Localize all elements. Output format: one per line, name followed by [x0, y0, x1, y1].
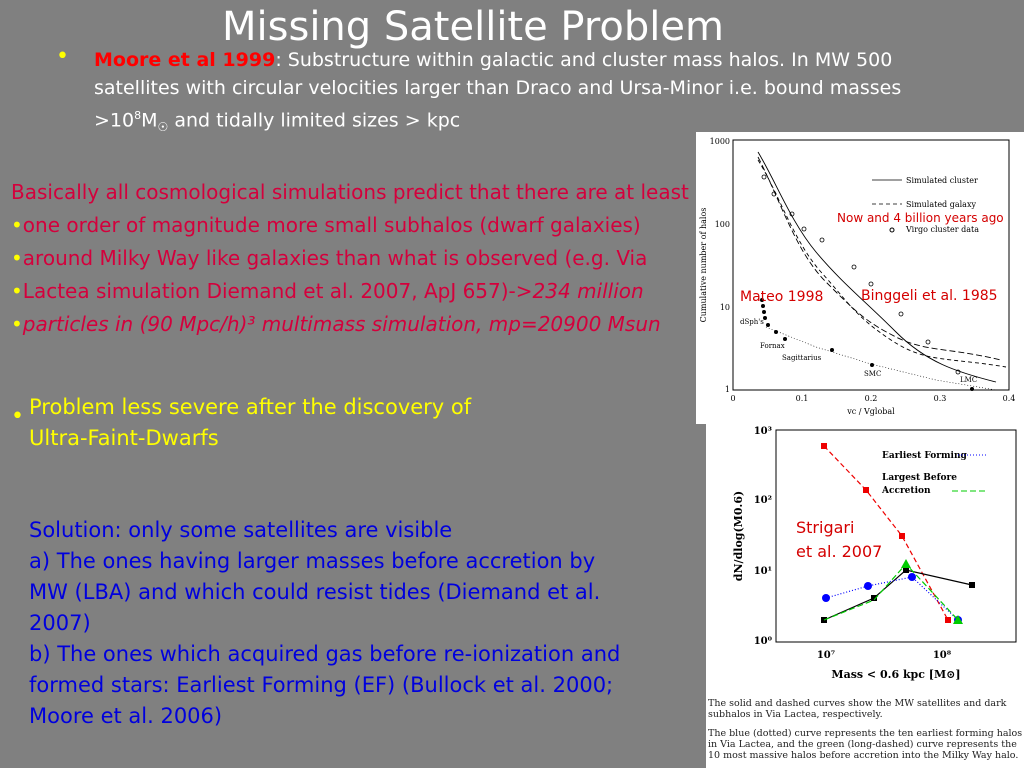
mw-satellite-points [821, 567, 975, 623]
plot-frame [775, 429, 1017, 643]
bullet-moore: Moore et al 1999: Substructure within ga… [58, 46, 928, 141]
mass-unit: M [141, 109, 158, 132]
legend-simulated-cluster: Simulated cluster [906, 176, 978, 185]
figure-cumulative-halos: 1000 100 10 1 0 0.1 0.2 0.3 0.4 vc / Vgl… [696, 132, 1024, 424]
overlay-strigari-line2: et al. 2007 [796, 542, 883, 561]
moore-citation: Moore et al 1999 [94, 49, 276, 71]
virgo-data-points [761, 174, 961, 375]
legend-virgo-marker [889, 227, 895, 233]
blue-line-6: formed stars: Earliest Forming (EF) (Bul… [29, 673, 614, 697]
figure-caption-2: The blue (dotted) curve represents the t… [708, 728, 1023, 761]
earliest-forming-curve [825, 576, 959, 621]
overlay-mateo-label: Mateo 1998 [740, 289, 824, 305]
moore-text-b: and tidally limited sizes > kpc [168, 109, 461, 132]
xtick-1e8: 10⁸ [933, 650, 952, 661]
overlay-strigari-line1: Strigari [796, 518, 855, 537]
solution-paragraph: Solution: only some satellites are visib… [29, 515, 689, 732]
legend-earliest-forming: Earliest Forming [882, 451, 967, 461]
ytick-1000: 1000 [710, 137, 730, 146]
ytick-1000: 10³ [754, 426, 772, 437]
figure-caption-1: The solid and dashed curves show the MW … [708, 698, 1007, 720]
blue-line-3: MW (LBA) and which could resist tides (D… [29, 580, 601, 604]
ultra-faint-note: Problem less severe after the discovery … [29, 392, 549, 454]
legend-accretion: Accretion [881, 486, 931, 496]
legend-virgo-data: Virgo cluster data [905, 225, 979, 234]
legend-simulated-galaxy: Simulated galaxy [906, 200, 976, 209]
lba-curve [823, 563, 959, 621]
label-smc: SMC [864, 370, 881, 378]
mw-satellite-points [760, 298, 974, 391]
slide-title: Missing Satellite Problem [222, 4, 724, 50]
satellite-dotted-line [765, 326, 997, 391]
red-line-2: one order of magnitude more small subhal… [22, 213, 641, 237]
bullet-icon: • [11, 279, 23, 303]
simulation-paragraph: Basically all cosmological simulations p… [11, 176, 701, 341]
yellow-line-2: Ultra-Faint-Dwarfs [29, 426, 219, 450]
sun-symbol: ☉ [157, 120, 169, 135]
x-axis-label: Mass < 0.6 kpc [M⊙] [831, 668, 960, 681]
label-sagittarius: Sagittarius [782, 354, 822, 362]
label-lmc: LMC [960, 376, 977, 384]
label-dsphs: dSph's [740, 318, 764, 326]
xtick-0: 0 [730, 394, 735, 403]
xtick-0-1: 0.1 [796, 394, 809, 403]
xtick-1e7: 10⁷ [817, 650, 835, 661]
ytick-100: 100 [715, 220, 730, 229]
ytick-10: 10 [720, 303, 730, 312]
blue-line-1: Solution: only some satellites are visib… [29, 518, 453, 542]
ytick-100: 10² [754, 495, 772, 506]
red-line-5: particles in (90 Mpc/h)³ multimass simul… [22, 312, 661, 336]
xtick-0-4: 0.4 [1003, 394, 1016, 403]
xtick-0-3: 0.3 [934, 394, 947, 403]
bullet-icon: • [11, 246, 23, 270]
blue-line-2: a) The ones having larger masses before … [29, 549, 596, 573]
bullet-icon: • [56, 44, 69, 69]
cluster-curve [757, 151, 997, 383]
x-axis-label: vc / Vglobal [846, 407, 895, 416]
mw-satellite-curve [823, 569, 973, 621]
cumulative-halos-plot: 1000 100 10 1 0 0.1 0.2 0.3 0.4 vc / Vgl… [699, 137, 1016, 416]
red-line-1: Basically all cosmological simulations p… [11, 180, 689, 204]
red-line-4: Lactea simulation Diemand et al. 2007, A… [22, 279, 533, 303]
galaxy-curve-b [757, 156, 1002, 361]
lba-points [901, 559, 963, 624]
y-axis-label: dN/dlog(M0.6) [732, 491, 745, 581]
ytick-1: 1 [725, 385, 730, 394]
y-axis-label: Cumulative number of halos [699, 208, 708, 323]
plot-frame [732, 139, 1010, 391]
legend-largest-before: Largest Before [882, 473, 957, 483]
galaxy-curve-a [757, 159, 1007, 368]
red-line-4-italic: 234 million [532, 279, 644, 303]
moore-text-a: : Substructure within galactic and clust… [94, 49, 902, 132]
overlay-binggeli-label: Binggeli et al. 1985 [861, 288, 998, 304]
earliest-forming-points [822, 573, 962, 624]
figure-mass-function: 10³ 10² 10¹ 10⁰ 10⁷ 10⁸ Mass < 0.6 kpc [… [706, 424, 1024, 768]
subhalo-points [821, 443, 951, 623]
overlay-now-label: Now and 4 billion years ago [837, 211, 1004, 225]
label-fornax: Fornax [760, 342, 785, 350]
bullet-icon: • [11, 213, 23, 237]
blue-line-7: Moore et al. 2006) [29, 704, 223, 728]
xtick-0-2: 0.2 [865, 394, 878, 403]
subhalo-curve [823, 445, 949, 621]
yellow-line-1: Problem less severe after the discovery … [29, 395, 472, 419]
mass-function-plot: 10³ 10² 10¹ 10⁰ 10⁷ 10⁸ Mass < 0.6 kpc [… [732, 426, 1017, 681]
ytick-1: 10⁰ [754, 636, 773, 647]
mass-exponent: 8 [134, 109, 142, 122]
red-line-3: around Milky Way like galaxies than what… [22, 246, 648, 270]
bullet-icon: • [11, 312, 23, 336]
ytick-10: 10¹ [754, 566, 772, 577]
blue-line-5: b) The ones which acquired gas before re… [29, 642, 621, 666]
bullet-icon: • [11, 404, 24, 429]
blue-line-4: 2007) [29, 611, 91, 635]
